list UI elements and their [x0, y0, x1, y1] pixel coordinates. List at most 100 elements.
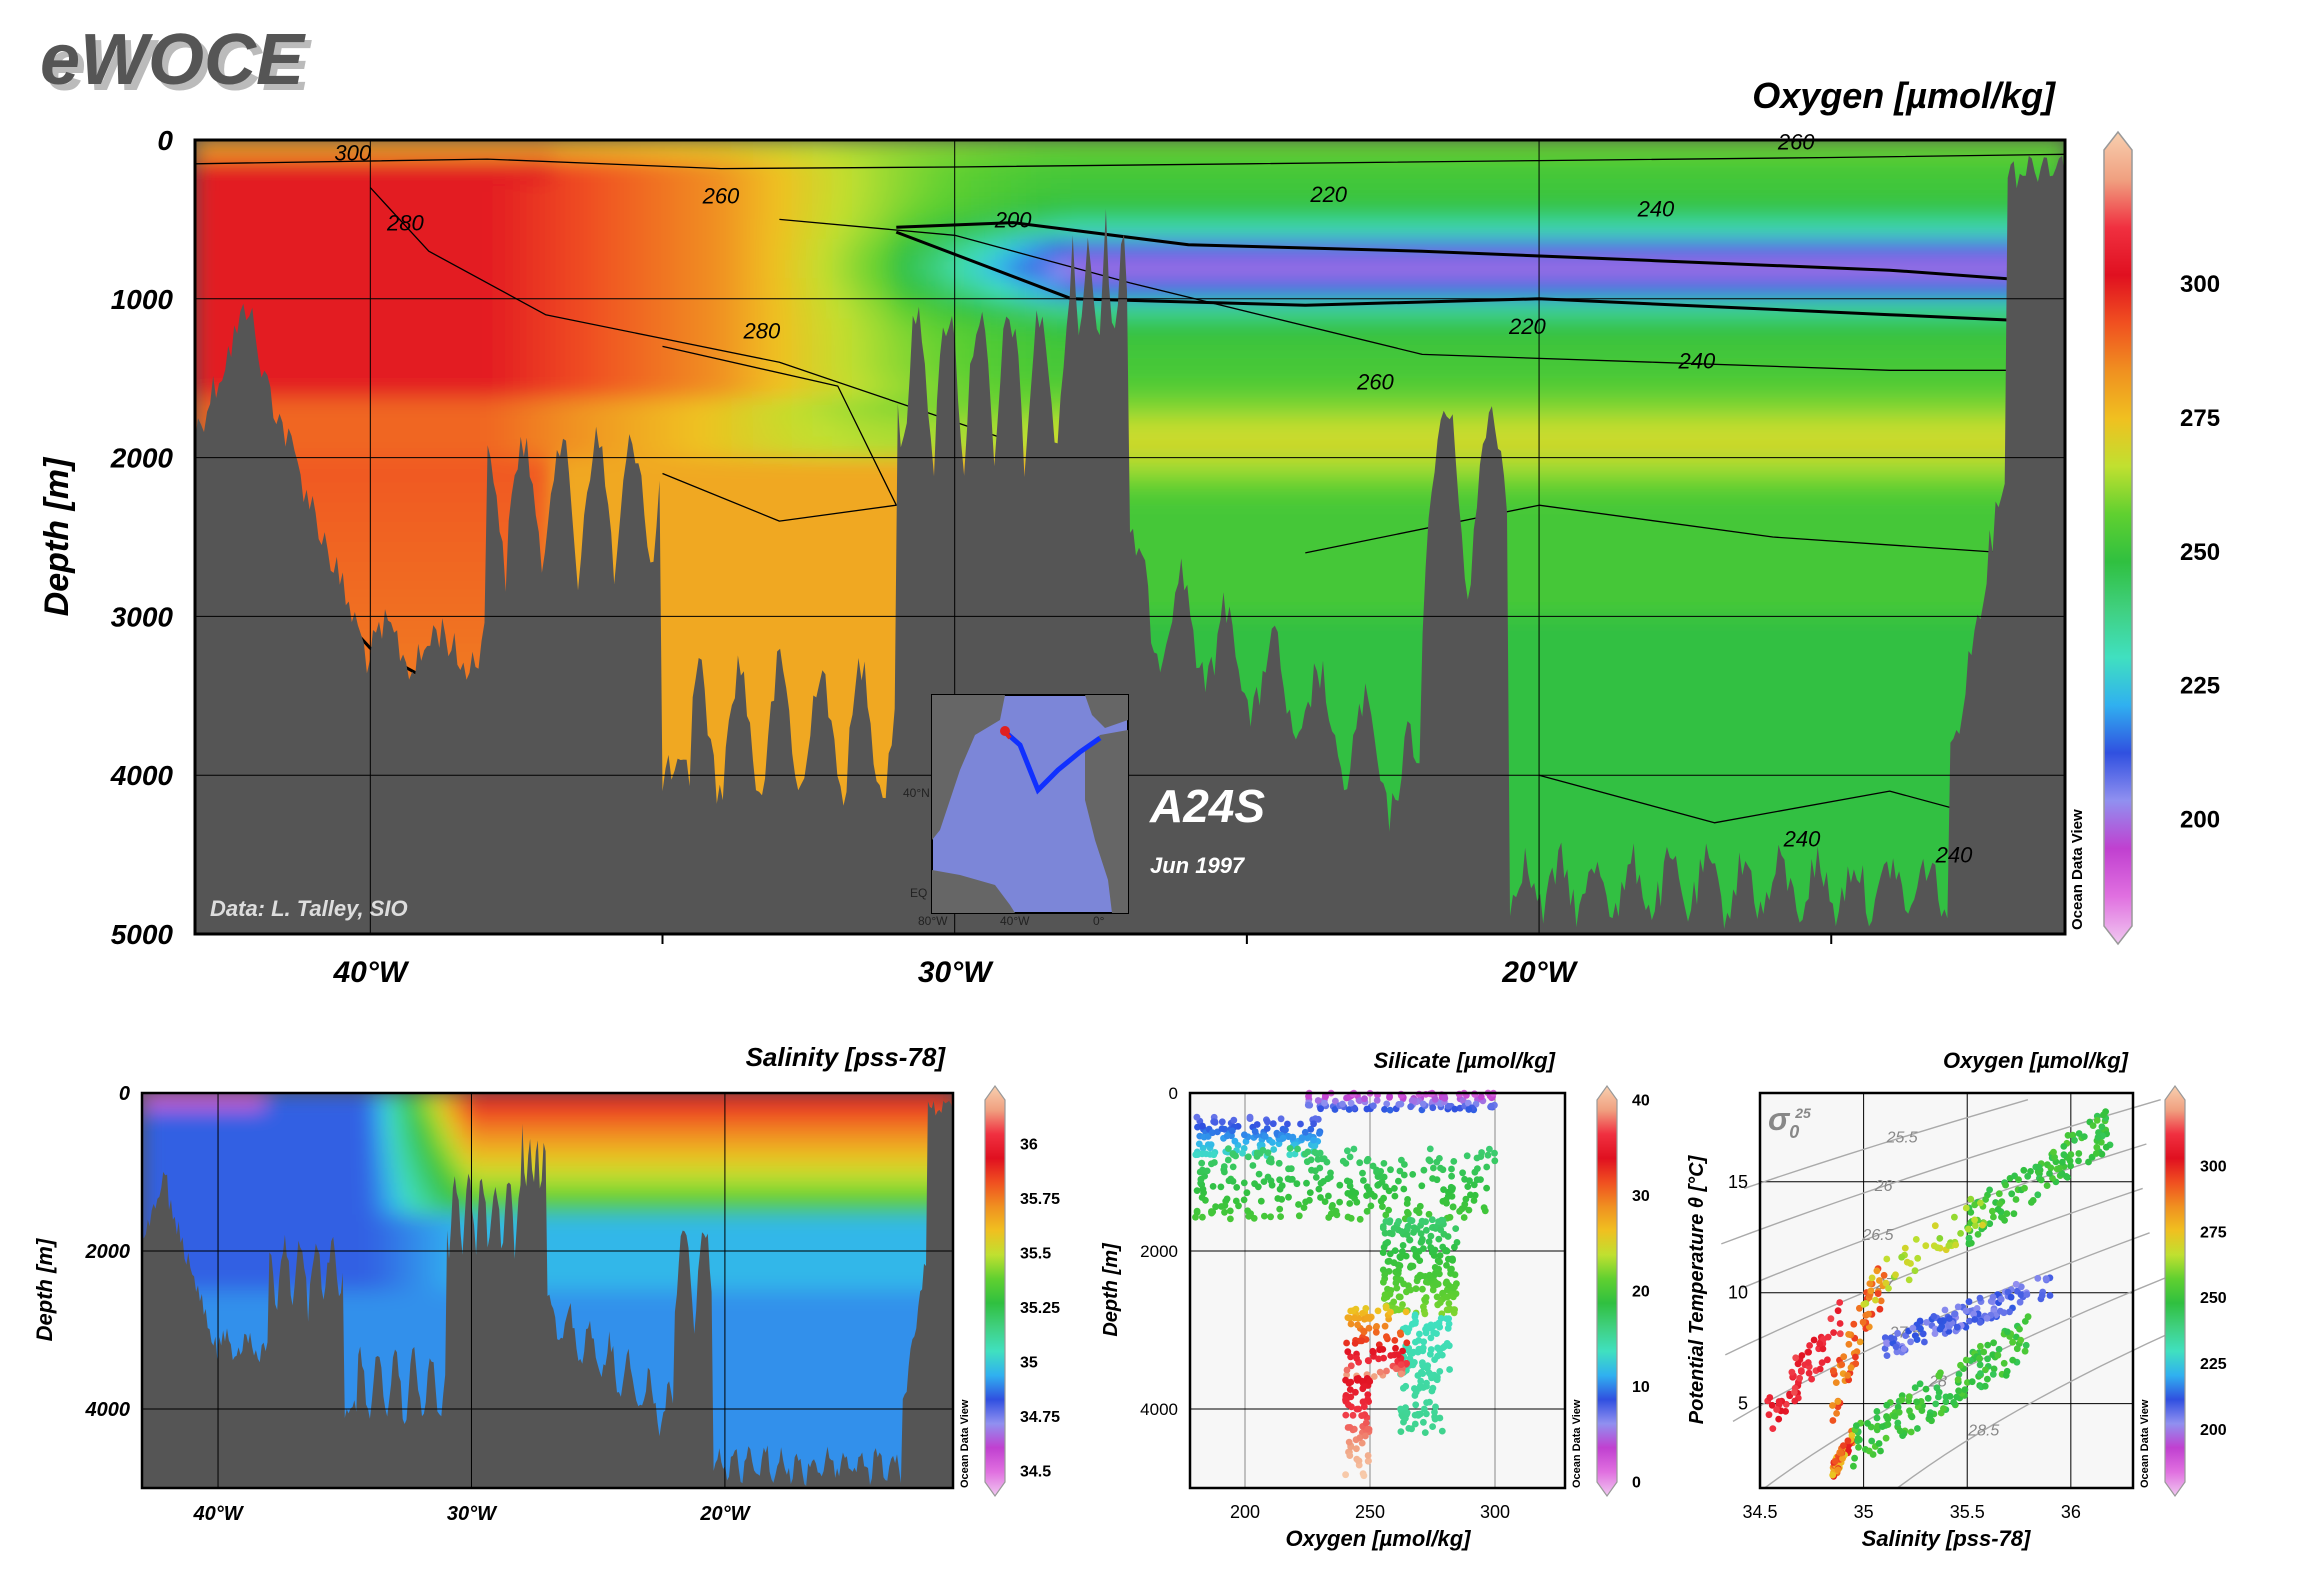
salinity-field-cell	[344, 1351, 360, 1368]
main-field-cell	[990, 159, 1013, 182]
main-field-cell	[1826, 179, 1848, 202]
main-field-cell	[1925, 199, 1948, 221]
main-field-cell	[1985, 318, 2007, 340]
main-field-cell	[1189, 457, 1212, 479]
main-field-cell	[1647, 834, 1669, 857]
main-field-cell	[453, 159, 476, 182]
main-field-cell	[393, 259, 416, 281]
salinity-field-cell	[533, 1108, 549, 1125]
salinity-field-cell	[236, 1168, 252, 1186]
main-field-cell	[1647, 795, 1669, 817]
main-field-cell	[1846, 318, 1868, 340]
salinity-field-cell	[290, 1153, 306, 1171]
main-field-cell	[1746, 556, 1769, 579]
main-field-cell	[1627, 338, 1649, 360]
main-field-cell	[1428, 318, 1450, 340]
main-field-cell	[1945, 318, 1968, 340]
salinity-field-cell	[425, 1168, 441, 1186]
salinity-field-cell	[709, 1123, 725, 1141]
main-field-cell	[1965, 239, 1987, 261]
main-field-cell	[1667, 537, 1689, 559]
main-field-cell	[712, 199, 734, 221]
main-field-cell	[1826, 795, 1848, 817]
main-field-cell	[214, 259, 237, 281]
main-field-cell	[1289, 378, 1311, 400]
salinity-field-cell	[209, 1184, 225, 1201]
main-field-cell	[1328, 695, 1351, 718]
main-field-cell	[274, 159, 296, 182]
main-field-cell	[1229, 497, 1251, 519]
main-field-cell	[1567, 318, 1590, 340]
main-contour-line	[662, 345, 897, 522]
main-field-cell	[1587, 814, 1609, 837]
main-field-cell	[851, 199, 873, 221]
main-field-cell	[1090, 219, 1112, 241]
main-field-cell	[831, 278, 853, 301]
salinity-field-cell	[371, 1336, 387, 1353]
main-field-cell	[1687, 259, 1709, 281]
main-field-cell	[493, 318, 515, 340]
main-field-cell	[1348, 477, 1371, 499]
main-field-cell	[950, 179, 973, 202]
main-field-cell	[1169, 517, 1192, 539]
main-field-cell	[692, 457, 714, 479]
salinity-field-cell	[709, 1305, 725, 1323]
main-field-cell	[393, 398, 416, 420]
main-field-cell	[1945, 417, 1968, 440]
main-field-cell	[413, 219, 436, 241]
main-field-cell	[1209, 576, 1231, 599]
main-field-cell	[433, 398, 456, 420]
main-field-cell	[1985, 437, 2007, 460]
main-field-cell	[1567, 477, 1590, 499]
main-field-cell	[1766, 239, 1788, 261]
main-field-cell	[572, 457, 595, 479]
main-field-cell	[1010, 140, 1033, 162]
salinity-field-cell	[682, 1153, 698, 1171]
salinity-field-cell	[371, 1244, 387, 1262]
main-field-cell	[1547, 814, 1570, 837]
main-field-cell	[1885, 378, 1908, 400]
main-field-cell	[334, 140, 356, 162]
main-field-cell	[1567, 437, 1590, 460]
main-field-cell	[413, 576, 436, 599]
main-field-cell	[393, 457, 416, 479]
salinity-field-cell	[412, 1351, 428, 1368]
main-field-cell	[1846, 854, 1868, 876]
main-field-cell	[1985, 477, 2007, 499]
main-field-cell	[712, 517, 734, 539]
salinity-field-cell	[642, 1184, 658, 1201]
main-field-cell	[712, 259, 734, 281]
main-field-cell	[950, 298, 973, 321]
main-field-cell	[1507, 616, 1530, 638]
salinity-field-cell	[317, 1229, 333, 1247]
main-field-cell	[1687, 795, 1709, 817]
main-contour-label: 240	[1935, 843, 1973, 868]
main-field-cell	[1866, 278, 1888, 301]
main-field-cell	[771, 179, 794, 202]
main-field-cell	[1945, 477, 1968, 499]
main-field-cell	[1607, 179, 1629, 202]
main-field-cell	[851, 318, 873, 340]
main-field-cell	[1945, 517, 1968, 539]
main-field-cell	[1846, 834, 1868, 857]
main-xtick-label: 40°W	[332, 956, 409, 989]
main-field-cell	[1627, 576, 1649, 599]
main-field-cell	[354, 497, 376, 519]
salinity-field-cell	[412, 1138, 428, 1156]
salinity-field-cell	[628, 1320, 644, 1338]
salinity-field-cell	[317, 1214, 333, 1232]
salinity-field-cell	[709, 1168, 725, 1186]
main-field-cell	[771, 199, 794, 221]
main-field-cell	[1766, 656, 1788, 678]
main-field-cell	[1866, 219, 1888, 241]
main-field-cell	[1070, 179, 1092, 202]
main-field-cell	[831, 140, 853, 162]
main-field-cell	[413, 417, 436, 440]
main-field-cell	[195, 259, 217, 281]
salinity-field-cell	[223, 1168, 239, 1186]
main-field-cell	[1687, 675, 1709, 698]
main-field-cell	[1647, 298, 1669, 321]
main-field-cell	[1706, 378, 1729, 400]
main-field-cell	[334, 298, 356, 321]
main-field-cell	[1746, 537, 1769, 559]
